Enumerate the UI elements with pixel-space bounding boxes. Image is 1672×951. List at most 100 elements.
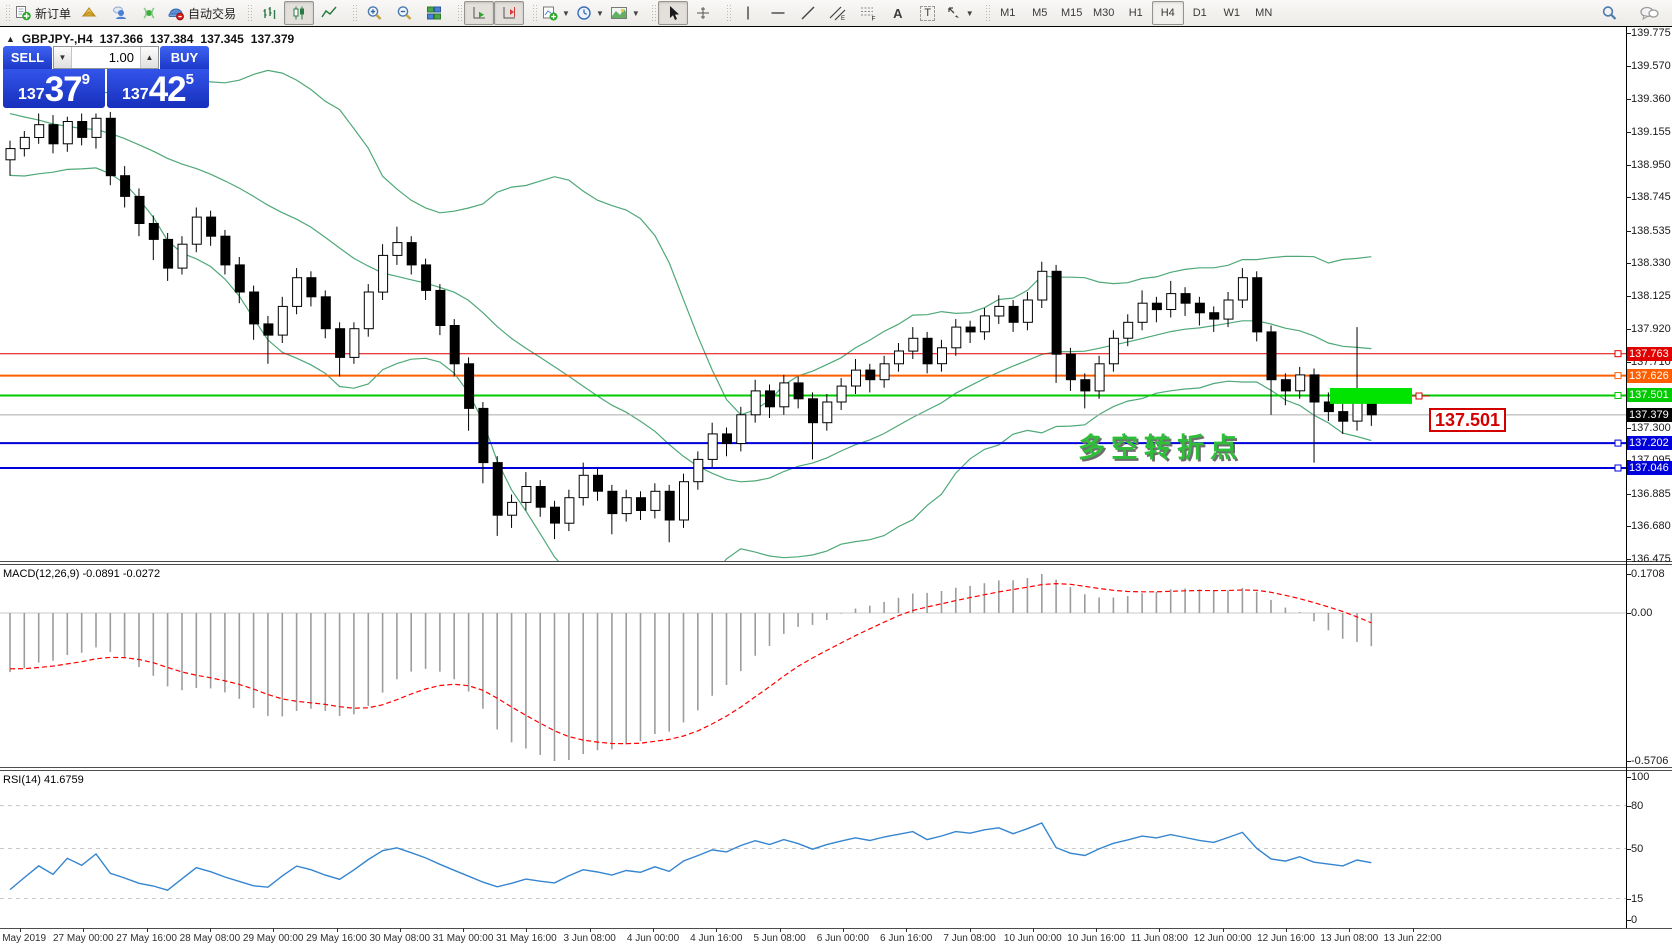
volume-increase-button[interactable]: ▲ xyxy=(140,47,158,68)
candle[interactable] xyxy=(1037,261,1048,308)
pane-separator[interactable] xyxy=(0,561,1672,562)
candle[interactable] xyxy=(1323,392,1334,422)
candle[interactable] xyxy=(822,394,833,431)
macd-pane[interactable] xyxy=(0,566,1626,766)
candle[interactable] xyxy=(1123,314,1134,347)
candle[interactable] xyxy=(1080,373,1091,409)
candle[interactable] xyxy=(249,285,260,340)
candle[interactable] xyxy=(1209,306,1220,332)
fibonacci-button[interactable]: F xyxy=(853,1,883,25)
candle[interactable] xyxy=(320,290,331,339)
charts-window-button[interactable] xyxy=(74,1,104,25)
candle[interactable] xyxy=(478,402,489,484)
line-anchor-marker[interactable] xyxy=(1614,464,1622,472)
template-dropdown[interactable]: ▼ xyxy=(607,1,643,25)
candle[interactable] xyxy=(507,494,518,528)
cursor-button[interactable] xyxy=(657,1,688,25)
timeframe-button-mn[interactable]: MN xyxy=(1255,7,1273,19)
candle[interactable] xyxy=(535,480,546,517)
auto-scroll-button[interactable] xyxy=(464,1,495,25)
candle[interactable] xyxy=(1309,368,1320,463)
candle[interactable] xyxy=(349,322,360,364)
candle[interactable] xyxy=(922,331,933,374)
bar-chart-button[interactable] xyxy=(254,1,284,25)
candle[interactable] xyxy=(148,215,159,261)
candle[interactable] xyxy=(492,456,503,536)
candle[interactable] xyxy=(234,257,245,304)
candle[interactable] xyxy=(965,320,976,343)
vertical-line-button[interactable] xyxy=(733,1,763,25)
candle[interactable] xyxy=(722,427,732,457)
zoom-in-button[interactable] xyxy=(359,1,389,25)
candle[interactable] xyxy=(306,271,317,307)
volume-decrease-button[interactable]: ▼ xyxy=(54,47,72,68)
candle[interactable] xyxy=(120,166,131,208)
candle[interactable] xyxy=(607,484,618,535)
line-anchor-marker[interactable] xyxy=(1614,392,1622,399)
new-order-button[interactable]: 新订单 xyxy=(12,1,74,25)
mql5-community-button[interactable] xyxy=(104,1,134,25)
candle[interactable] xyxy=(736,406,747,452)
candle[interactable] xyxy=(836,378,847,410)
bollinger-band[interactable] xyxy=(9,51,1372,416)
bollinger-band[interactable] xyxy=(9,113,1372,483)
search-button[interactable] xyxy=(1594,1,1624,25)
volume-input[interactable]: 1.00 xyxy=(108,50,134,65)
collapse-quote-panel-icon[interactable]: ▲ xyxy=(6,34,15,44)
horizontal-line-button[interactable] xyxy=(763,1,793,25)
channel-button[interactable]: E xyxy=(823,1,853,25)
news-signal-button[interactable] xyxy=(134,1,164,25)
line-anchor-marker[interactable] xyxy=(1614,372,1622,380)
candle[interactable] xyxy=(994,295,1005,324)
trendline-button[interactable] xyxy=(793,1,823,25)
autotrading-button[interactable]: 自动交易 xyxy=(164,1,239,25)
candle[interactable] xyxy=(464,357,475,431)
new-chart-dropdown[interactable]: ▼ xyxy=(539,1,573,25)
line-chart-button[interactable] xyxy=(314,1,344,25)
sell-button[interactable]: SELL xyxy=(3,46,52,69)
candle[interactable] xyxy=(679,473,689,528)
text-button[interactable]: A xyxy=(883,1,913,25)
timeframe-button-w1[interactable]: W1 xyxy=(1223,7,1240,19)
candle[interactable] xyxy=(34,113,45,144)
candle[interactable] xyxy=(894,343,904,372)
candle[interactable] xyxy=(793,376,804,409)
candle[interactable] xyxy=(62,116,73,152)
candle[interactable] xyxy=(1151,296,1162,323)
highlight-rectangle[interactable] xyxy=(1330,388,1412,404)
candle[interactable] xyxy=(1108,330,1119,372)
timeframe-button-d1[interactable]: D1 xyxy=(1192,7,1207,19)
candle[interactable] xyxy=(1280,373,1291,406)
candle[interactable] xyxy=(134,188,145,237)
candle[interactable] xyxy=(163,233,174,281)
candle[interactable] xyxy=(1352,327,1363,431)
candle[interactable] xyxy=(951,319,962,356)
candle[interactable] xyxy=(979,308,990,340)
timeframe-button-m1[interactable]: M1 xyxy=(1000,7,1016,19)
period-dropdown[interactable]: ▼ xyxy=(573,1,607,25)
chat-button[interactable] xyxy=(1634,1,1664,25)
candle[interactable] xyxy=(19,131,30,157)
sell-price-button[interactable]: 137 37 9 xyxy=(3,69,105,108)
candle[interactable] xyxy=(550,500,560,540)
candle[interactable] xyxy=(521,472,532,511)
candle[interactable] xyxy=(421,258,432,300)
candle[interactable] xyxy=(378,244,389,300)
candle[interactable] xyxy=(191,207,202,253)
buy-button[interactable]: BUY xyxy=(160,46,209,69)
timeframe-button-h1[interactable]: H1 xyxy=(1128,7,1143,19)
candle[interactable] xyxy=(1223,292,1234,328)
candle[interactable] xyxy=(277,296,288,343)
pane-separator[interactable] xyxy=(0,770,1672,771)
candle[interactable] xyxy=(1252,271,1263,342)
candle[interactable] xyxy=(1338,403,1349,434)
candle[interactable] xyxy=(263,315,274,364)
tile-windows-button[interactable] xyxy=(419,1,449,25)
timeframe-button-m5[interactable]: M5 xyxy=(1032,7,1048,19)
candle[interactable] xyxy=(1008,300,1019,332)
candle[interactable] xyxy=(851,359,861,394)
crosshair-button[interactable] xyxy=(688,1,718,25)
candle[interactable] xyxy=(177,236,188,275)
candle[interactable] xyxy=(707,422,718,468)
candle[interactable] xyxy=(1065,347,1076,391)
